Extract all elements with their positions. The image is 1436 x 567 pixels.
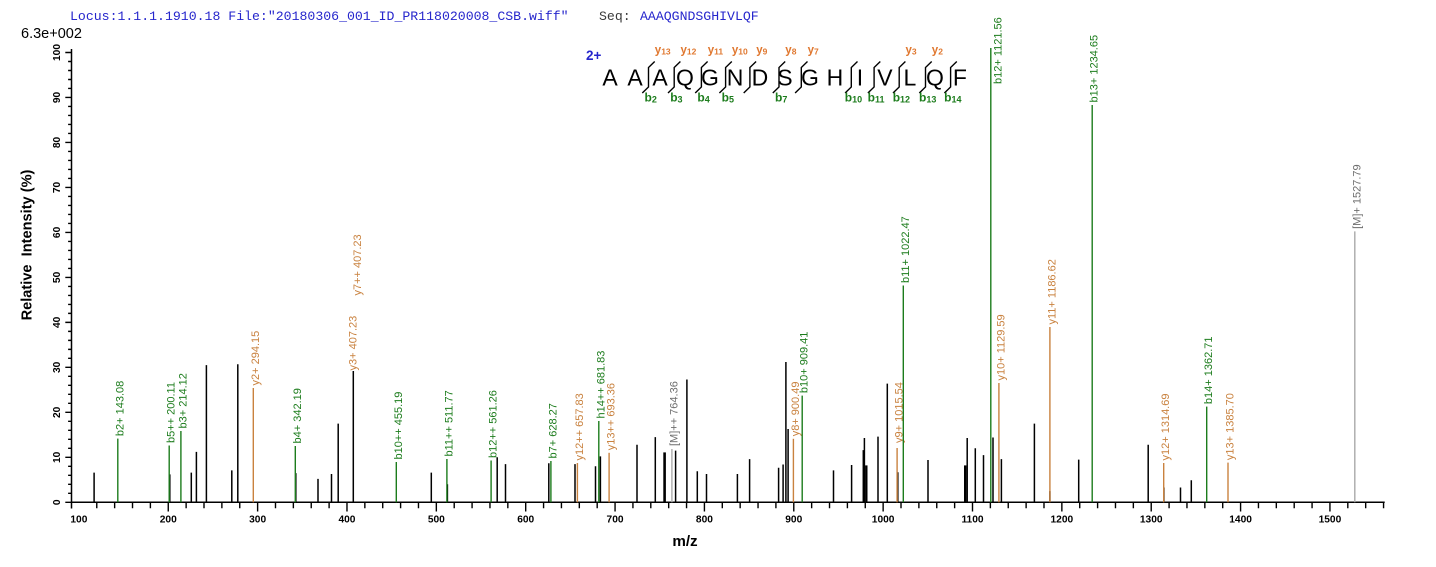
svg-text:[M]++ 764.36: [M]++ 764.36	[668, 381, 680, 446]
svg-text:b3+ 214.12: b3+ 214.12	[177, 373, 189, 428]
svg-text:1300: 1300	[1140, 515, 1163, 526]
svg-text:y10+ 1129.59: y10+ 1129.59	[995, 314, 1007, 380]
svg-text:H: H	[827, 65, 844, 91]
svg-text:b3: b3	[670, 91, 682, 105]
svg-text:b7+ 628.27: b7+ 628.27	[547, 403, 559, 458]
svg-text:b5++ 200.11: b5++ 200.11	[166, 382, 178, 443]
svg-text:40: 40	[52, 316, 63, 328]
svg-text:y7: y7	[808, 45, 819, 57]
svg-text:800: 800	[696, 515, 713, 526]
svg-text:y2: y2	[932, 45, 943, 57]
svg-text:1400: 1400	[1229, 515, 1252, 526]
svg-text:y12: y12	[681, 45, 697, 57]
svg-text:y13++ 693.36: y13++ 693.36	[606, 383, 618, 450]
svg-text:h14++ 681.83: h14++ 681.83	[595, 351, 607, 419]
svg-text:m/z: m/z	[672, 533, 698, 550]
svg-text:y7++ 407.23: y7++ 407.23	[352, 234, 364, 295]
svg-text:b2+ 143.08: b2+ 143.08	[114, 381, 126, 436]
svg-text:b7: b7	[775, 91, 787, 105]
svg-text:100: 100	[70, 515, 87, 526]
svg-text:V: V	[877, 65, 893, 91]
svg-text:900: 900	[785, 515, 802, 526]
svg-text:b13: b13	[919, 91, 936, 105]
svg-text:b14+ 1362.71: b14+ 1362.71	[1203, 336, 1215, 404]
svg-text:y9: y9	[756, 45, 767, 57]
svg-text:y11+ 1186.62: y11+ 1186.62	[1046, 259, 1058, 324]
svg-text:b13+ 1234.65: b13+ 1234.65	[1089, 35, 1101, 103]
svg-text:Locus:1.1.1.1910.18 File:"2018: Locus:1.1.1.1910.18 File:"20180306_001_I…	[70, 9, 759, 24]
svg-text:300: 300	[249, 515, 266, 526]
svg-text:S: S	[777, 65, 792, 91]
svg-text:I: I	[857, 65, 863, 91]
svg-text:A: A	[652, 65, 668, 91]
svg-text:y11: y11	[708, 45, 724, 57]
svg-text:70: 70	[52, 181, 63, 193]
svg-text:b4+ 342.19: b4+ 342.19	[292, 388, 304, 443]
svg-text:Q: Q	[676, 65, 694, 91]
svg-text:y10: y10	[732, 45, 748, 57]
svg-text:y12++ 657.83: y12++ 657.83	[574, 393, 586, 460]
svg-text:b12+ 1121.56: b12+ 1121.56	[992, 17, 1004, 84]
svg-text:A: A	[627, 65, 643, 91]
svg-text:1000: 1000	[872, 515, 895, 526]
svg-text:0: 0	[52, 499, 63, 505]
svg-text:1500: 1500	[1319, 515, 1342, 526]
svg-text:[M]+ 1527.79: [M]+ 1527.79	[1351, 164, 1363, 229]
svg-text:y12+ 1314.69: y12+ 1314.69	[1160, 394, 1172, 461]
svg-text:20: 20	[52, 406, 63, 418]
svg-text:700: 700	[607, 515, 624, 526]
svg-text:60: 60	[52, 226, 63, 238]
svg-text:y13+ 1385.70: y13+ 1385.70	[1225, 393, 1237, 460]
svg-text:G: G	[701, 65, 719, 91]
svg-text:F: F	[953, 65, 967, 91]
svg-text:b5: b5	[722, 91, 734, 105]
svg-text:L: L	[904, 65, 917, 91]
svg-text:y8+ 900.49: y8+ 900.49	[790, 382, 802, 437]
svg-text:y2+ 294.15: y2+ 294.15	[250, 331, 262, 386]
svg-text:90: 90	[52, 91, 63, 103]
svg-text:1100: 1100	[961, 515, 983, 526]
svg-text:1200: 1200	[1051, 515, 1074, 526]
svg-text:200: 200	[160, 515, 177, 526]
svg-text:50: 50	[52, 271, 63, 283]
svg-text:y13: y13	[655, 45, 671, 57]
svg-text:y3+ 407.23: y3+ 407.23	[348, 316, 360, 371]
svg-text:500: 500	[428, 515, 445, 526]
svg-text:Relative Intensity (%): Relative Intensity (%)	[20, 169, 36, 320]
svg-text:D: D	[752, 65, 769, 91]
svg-text:b12: b12	[893, 91, 910, 105]
svg-text:b14: b14	[944, 91, 961, 105]
svg-text:N: N	[727, 65, 744, 91]
svg-text:2+: 2+	[586, 48, 602, 63]
svg-text:b10++ 455.19: b10++ 455.19	[393, 392, 405, 460]
svg-text:b11++ 511.77: b11++ 511.77	[443, 390, 455, 456]
svg-text:Q: Q	[926, 65, 944, 91]
svg-text:10: 10	[52, 451, 63, 463]
svg-text:G: G	[801, 65, 819, 91]
svg-text:b2: b2	[645, 91, 657, 105]
svg-text:y8: y8	[785, 45, 796, 57]
svg-text:600: 600	[517, 515, 534, 526]
svg-text:100: 100	[52, 44, 63, 61]
svg-text:80: 80	[52, 136, 63, 148]
svg-text:400: 400	[338, 515, 355, 526]
svg-text:b4: b4	[697, 91, 709, 105]
svg-text:b10: b10	[845, 91, 862, 105]
svg-text:b11: b11	[868, 91, 885, 105]
svg-text:6.3e+002: 6.3e+002	[21, 26, 82, 42]
svg-text:b11+ 1022.47: b11+ 1022.47	[900, 216, 912, 283]
svg-text:y3: y3	[906, 45, 917, 57]
svg-text:30: 30	[52, 361, 63, 373]
svg-text:A: A	[602, 65, 618, 91]
svg-text:b10+ 909.41: b10+ 909.41	[799, 332, 811, 393]
svg-text:b12++ 561.26: b12++ 561.26	[488, 390, 500, 458]
